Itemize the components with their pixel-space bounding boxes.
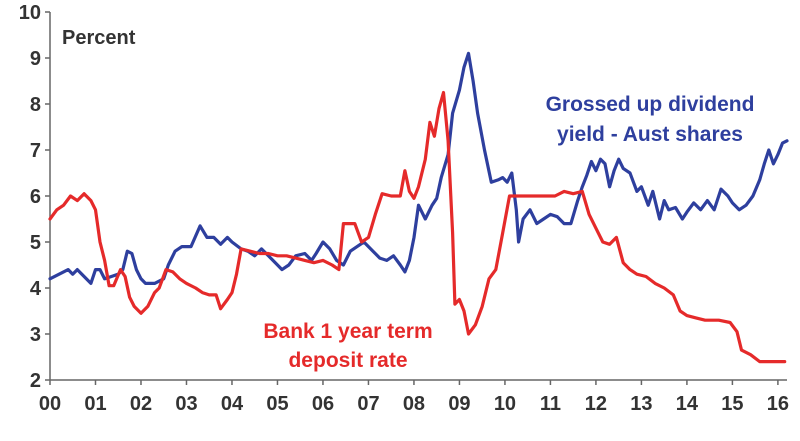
x-tick-label: 01 [84, 393, 106, 415]
x-tick-label: 11 [540, 393, 561, 415]
x-tick-label: 04 [221, 393, 244, 415]
x-tick-label: 00 [39, 393, 61, 415]
x-tick-label: 12 [585, 393, 607, 415]
series-lines [48, 51, 789, 364]
x-tick-label: 10 [494, 393, 516, 415]
y-tick-label: 4 [30, 278, 42, 300]
series-labels: Grossed up dividend yield - Aust shares Ba… [263, 93, 754, 372]
y-tick-label: 10 [19, 2, 41, 24]
x-tick-label: 13 [630, 393, 652, 415]
x-tick-label: 09 [448, 393, 470, 415]
x-tick-label: 15 [721, 393, 743, 415]
x-tick-label: 03 [175, 393, 197, 415]
x-tick-label: 02 [130, 393, 152, 415]
x-tick-label: 16 [767, 393, 789, 415]
unit-label: Percent [62, 27, 136, 49]
x-axis-ticks: 00 01 02 03 04 05 06 07 08 09 10 11 12 13 14 15 16 [39, 380, 789, 415]
dividend-yield-line [48, 51, 789, 285]
y-tick-label: 5 [30, 232, 41, 254]
dividend-yield-label: Grossed up dividend yield - Aust shares [546, 93, 755, 146]
x-tick-label: 14 [676, 393, 699, 415]
x-tick-label: 06 [312, 393, 334, 415]
y-tick-label: 7 [30, 140, 41, 162]
x-tick-label: 07 [357, 393, 379, 415]
y-tick-label: 3 [30, 324, 41, 346]
term-deposit-label: Bank 1 year term deposit rate [263, 320, 432, 372]
x-tick-label: 08 [403, 393, 425, 415]
y-tick-label: 2 [30, 370, 41, 392]
y-tick-label: 6 [30, 186, 41, 208]
x-tick-label: 05 [266, 393, 288, 415]
y-axis-ticks: 2 3 4 5 6 7 8 9 10 [19, 2, 50, 392]
y-tick-label: 8 [30, 94, 41, 116]
y-tick-label: 9 [30, 48, 41, 70]
term-deposit-line [48, 90, 787, 364]
